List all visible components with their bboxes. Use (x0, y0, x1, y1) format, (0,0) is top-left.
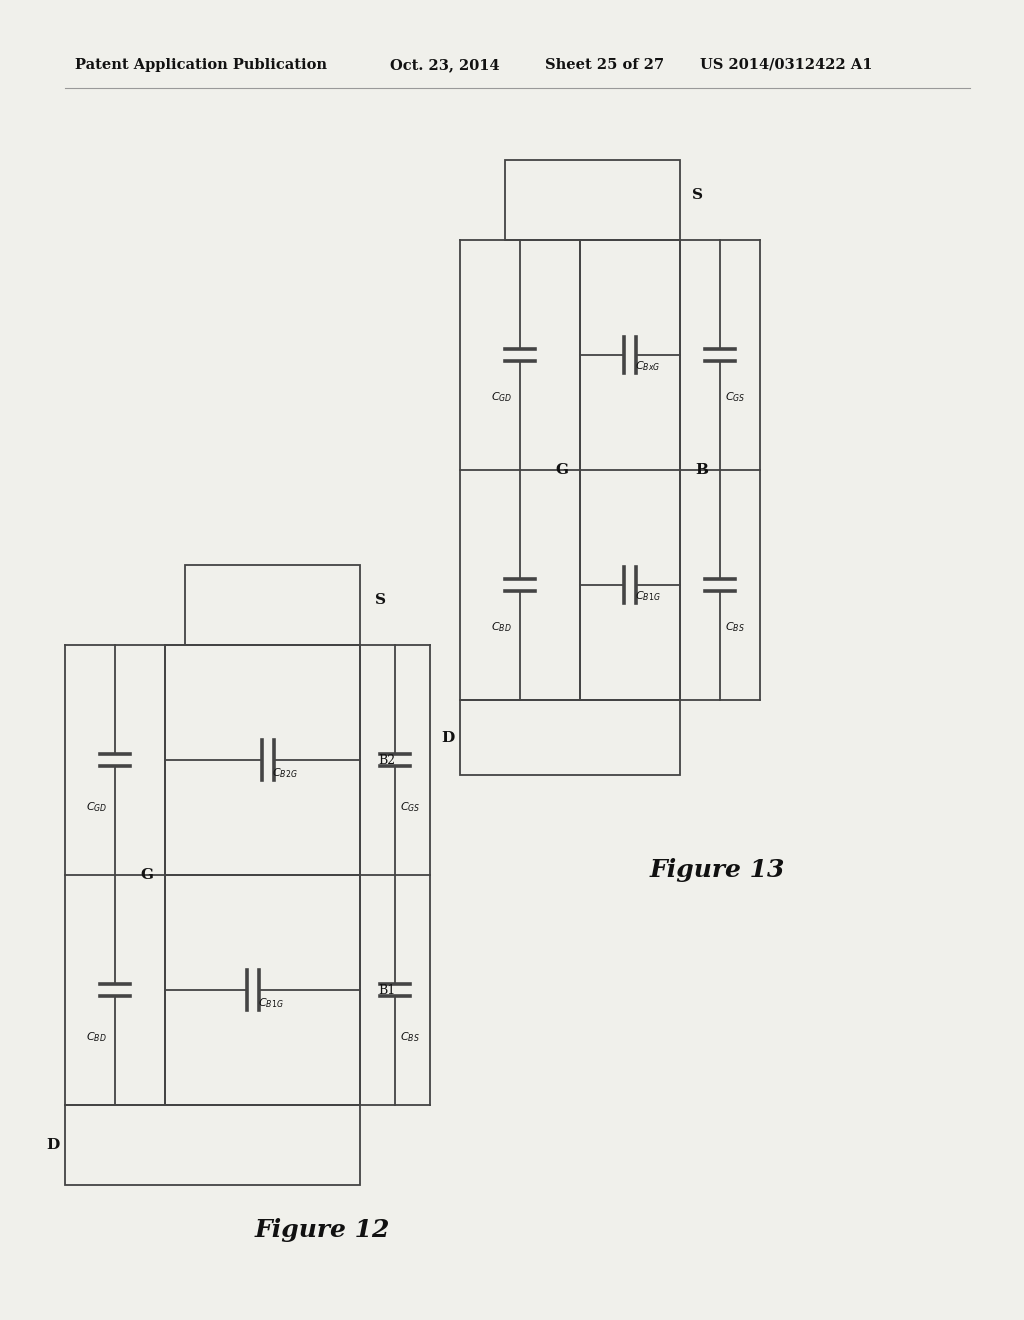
Bar (65, 1105, 360, 1185)
Text: $C_{BS}$: $C_{BS}$ (725, 620, 744, 634)
Bar (580, 240, 680, 700)
Text: B: B (695, 463, 708, 477)
Text: B1: B1 (378, 983, 395, 997)
Text: $C_{GD}$: $C_{GD}$ (490, 389, 512, 404)
Text: G: G (555, 463, 568, 477)
Bar (165, 875, 360, 1105)
Text: Oct. 23, 2014: Oct. 23, 2014 (390, 58, 500, 73)
Text: $C_{GD}$: $C_{GD}$ (86, 800, 106, 814)
Text: $C_{B2G}$: $C_{B2G}$ (272, 766, 298, 780)
Text: Patent Application Publication: Patent Application Publication (75, 58, 327, 73)
Text: B2: B2 (378, 754, 395, 767)
Text: S: S (375, 593, 386, 607)
Text: D: D (441, 730, 455, 744)
Text: $C_{BxG}$: $C_{BxG}$ (635, 359, 660, 374)
Bar (460, 700, 680, 775)
Text: Figure 12: Figure 12 (255, 1218, 390, 1242)
Bar (185, 565, 360, 645)
Text: G: G (140, 869, 153, 882)
Text: Sheet 25 of 27: Sheet 25 of 27 (545, 58, 665, 73)
Text: $C_{BS}$: $C_{BS}$ (400, 1030, 420, 1044)
Text: US 2014/0312422 A1: US 2014/0312422 A1 (700, 58, 872, 73)
Text: $C_{GS}$: $C_{GS}$ (400, 800, 421, 814)
Text: S: S (692, 187, 703, 202)
Bar (505, 160, 680, 240)
Text: $C_{GS}$: $C_{GS}$ (725, 389, 745, 404)
Text: D: D (47, 1138, 60, 1152)
Text: $C_{BD}$: $C_{BD}$ (86, 1030, 106, 1044)
Text: Figure 13: Figure 13 (650, 858, 785, 882)
Bar (165, 645, 360, 875)
Text: $C_{B1G}$: $C_{B1G}$ (635, 589, 660, 603)
Text: $C_{BD}$: $C_{BD}$ (492, 620, 512, 634)
Text: $C_{B1G}$: $C_{B1G}$ (257, 997, 284, 1010)
